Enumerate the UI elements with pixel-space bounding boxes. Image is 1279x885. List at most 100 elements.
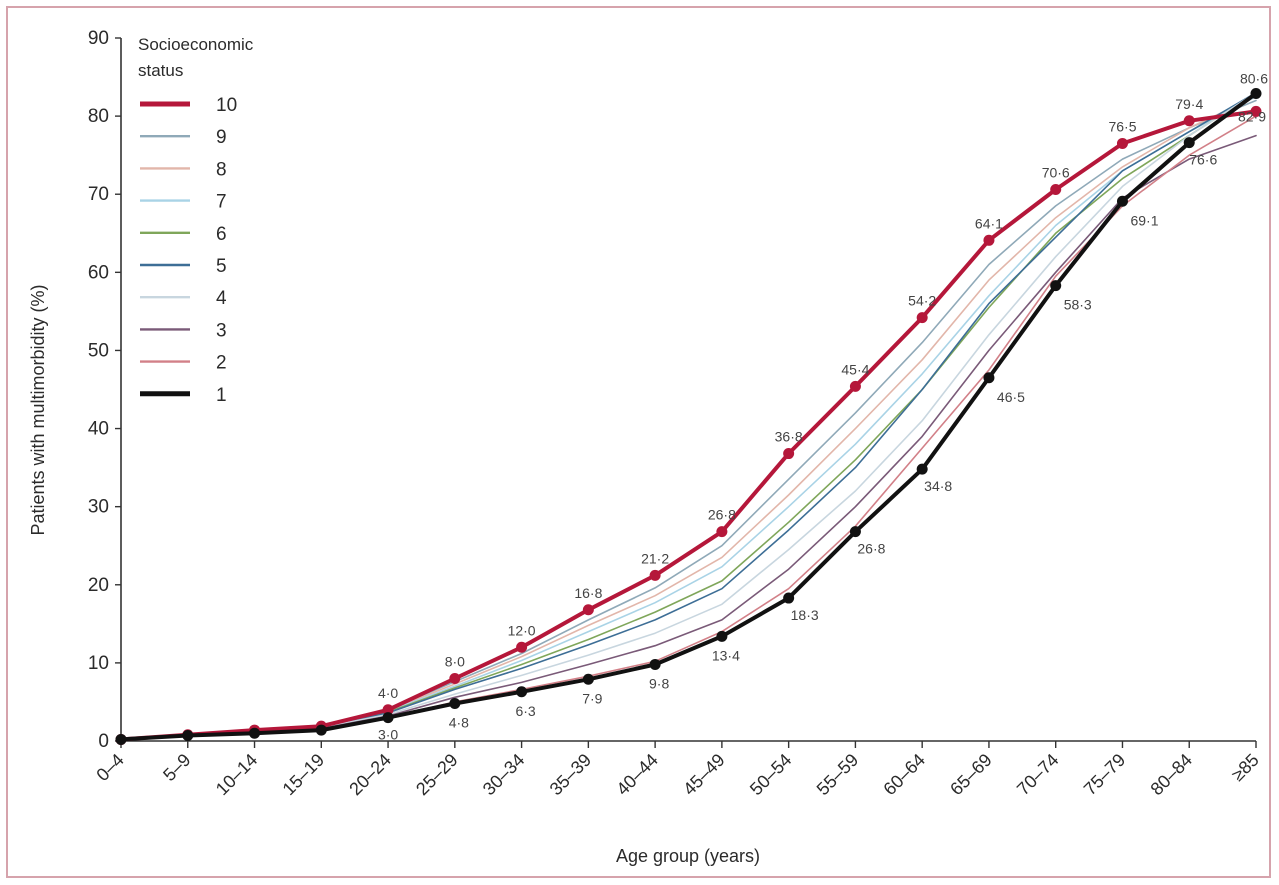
x-tick-label: 70–74 [1013, 750, 1063, 800]
series-line-4 [120, 91, 1257, 741]
series-point-1 [115, 733, 127, 745]
x-tick-label: 50–54 [746, 750, 796, 800]
data-label: 34·8 [924, 478, 952, 494]
series-point-1 [849, 526, 861, 538]
x-tick-label: 75–79 [1080, 750, 1130, 800]
data-label: 26·8 [708, 507, 736, 523]
data-label: 76·6 [1189, 152, 1217, 168]
data-label: 26·8 [857, 541, 885, 557]
x-tick-label: 40–44 [612, 750, 662, 800]
y-tick-label: 60 [88, 262, 109, 283]
data-label: 54·2 [908, 293, 936, 309]
series-point-10 [1050, 184, 1062, 196]
legend-title: status [138, 61, 183, 80]
data-label: 64·1 [975, 215, 1003, 231]
data-label: 4·8 [449, 715, 469, 731]
legend-label: 2 [216, 353, 227, 374]
y-tick-label: 10 [88, 653, 109, 674]
data-label: 21·2 [641, 550, 669, 566]
x-tick-label: 80–84 [1147, 750, 1197, 800]
data-label: 18·3 [791, 607, 819, 623]
y-axis-title: Patients with multimorbidity (%) [28, 284, 48, 535]
data-label: 4·0 [378, 685, 398, 701]
series-point-1 [182, 730, 194, 742]
series-point-1 [783, 592, 795, 604]
y-tick-label: 40 [88, 419, 109, 440]
y-tick-label: 80 [88, 106, 109, 127]
series-point-10 [783, 448, 795, 460]
legend-label: 9 [216, 127, 227, 148]
axes: 0 10 20 30 40 50 60 70 80 90 0–4 5–9 10–14 15–19 20–24… [88, 28, 1263, 799]
y-tick-label: 90 [88, 28, 109, 49]
series-point-10 [382, 704, 394, 716]
legend: Socioeconomic status 10 9 8 7 6 5 4 3 2 1 [138, 35, 254, 406]
data-label: 8·0 [445, 654, 465, 670]
series-point-10 [983, 234, 995, 246]
series-point-10 [849, 380, 861, 392]
x-tick-label: 10–14 [212, 750, 262, 800]
series-point-10 [916, 312, 928, 324]
series-point-1 [649, 658, 661, 670]
legend-title: Socioeconomic [138, 35, 254, 54]
x-tick-label: 55–59 [813, 750, 863, 800]
x-axis-title: Age group (years) [616, 846, 760, 866]
series-point-1 [916, 463, 928, 475]
x-tick-label: 0–4 [92, 750, 127, 785]
y-tick-label: 30 [88, 497, 109, 518]
series-point-1 [382, 712, 394, 724]
data-label: 46·5 [997, 389, 1025, 405]
series-point-1 [983, 372, 995, 384]
series-point-10 [1116, 137, 1128, 149]
legend-label: 4 [216, 288, 227, 309]
x-tick-label: 65–69 [946, 750, 996, 800]
series-point-1 [1250, 87, 1262, 99]
x-tick-label: 45–49 [679, 750, 729, 800]
data-label: 36·8 [775, 429, 803, 445]
y-tick-label: 50 [88, 340, 109, 361]
data-label: 16·8 [574, 585, 602, 601]
legend-label: 10 [216, 95, 237, 116]
series-point-1 [516, 686, 528, 698]
legend-label: 7 [216, 192, 227, 213]
legend-label: 8 [216, 159, 227, 180]
data-labels: 4·0 8·0 12·0 16·8 21·2 26·8 36·8 45·4 54·2 64·1 70… [378, 70, 1268, 742]
series-point-1 [1050, 280, 1062, 292]
series-point-1 [249, 727, 261, 739]
legend-label: 1 [216, 385, 227, 406]
x-tick-label: 30–34 [479, 750, 529, 800]
series-point-10 [582, 604, 594, 616]
data-label: 9·8 [649, 675, 669, 691]
x-tick-label: 60–64 [879, 750, 929, 800]
x-tick-label: ≥85 [1228, 750, 1263, 785]
series-point-10 [649, 569, 661, 581]
y-tick-label: 70 [88, 184, 109, 205]
series-lines [115, 87, 1262, 745]
legend-label: 5 [216, 256, 227, 277]
legend-label: 6 [216, 224, 227, 245]
y-tick-label: 20 [88, 575, 109, 596]
series-point-1 [315, 724, 327, 736]
series-point-1 [716, 630, 728, 642]
series-point-1 [582, 673, 594, 685]
y-tick-label: 0 [98, 731, 109, 752]
data-label: 13·4 [712, 647, 740, 663]
data-label: 58·3 [1064, 297, 1092, 313]
series-line-6 [120, 91, 1257, 741]
series-point-1 [1116, 195, 1128, 207]
series-point-10 [716, 526, 728, 538]
data-label: 76·5 [1108, 118, 1136, 134]
data-label: 3·0 [378, 727, 398, 743]
series-line-1 [119, 91, 1258, 742]
x-tick-label: 25–29 [412, 750, 462, 800]
series-point-10 [516, 641, 528, 653]
x-tick-label: 15–19 [279, 750, 329, 800]
series-point-10 [1250, 105, 1262, 117]
series-line-5 [120, 91, 1257, 741]
data-label: 79·4 [1175, 96, 1203, 112]
data-label: 82·9 [1238, 108, 1266, 124]
x-tick-label: 20–24 [345, 750, 395, 800]
series-point-10 [1183, 115, 1195, 127]
series-line-10 [119, 109, 1258, 742]
data-label: 69·1 [1130, 212, 1158, 228]
